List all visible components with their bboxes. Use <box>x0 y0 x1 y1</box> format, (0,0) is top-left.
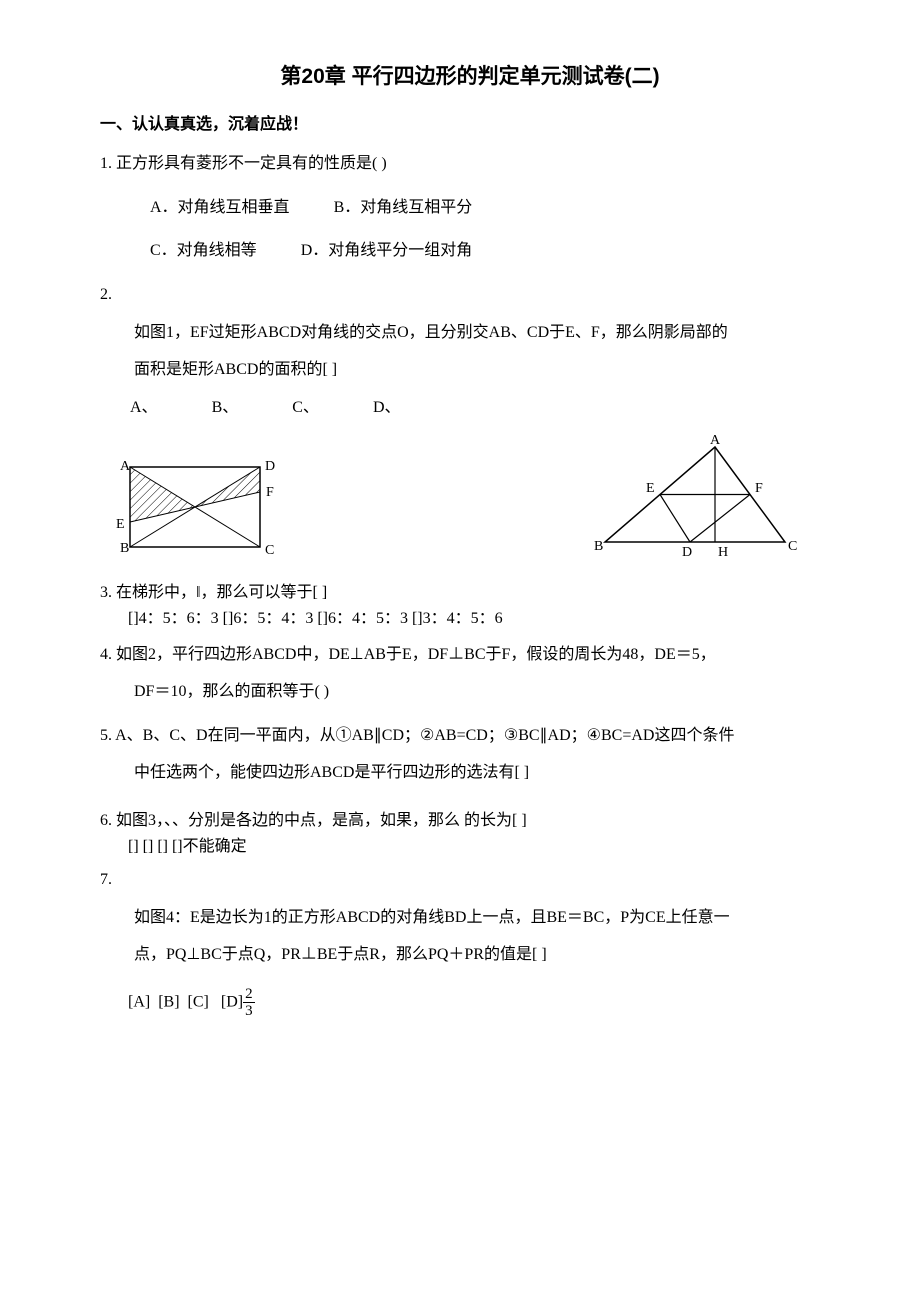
q7-fraction: 23 <box>243 986 255 1020</box>
q5-line1: 5. A、B、C、D在同一平面内，从①AB∥CD；②AB=CD；③BC∥AD；④… <box>100 723 840 749</box>
question-6: 6. 如图3，、、分別是各边的中点，是高，如果，那么 的长为[ ] [] [] … <box>100 808 840 859</box>
fig2-label-a: A <box>710 433 721 448</box>
q6-text: 6. 如图3，、、分別是各边的中点，是高，如果，那么 的长为[ ] <box>100 808 840 834</box>
q4-line1: 4. 如图2，平行四边形ABCD中，DE⊥AB于E，DF⊥BC于F，假设的周长为… <box>100 642 840 668</box>
question-5: 5. A、B、C、D在同一平面内，从①AB∥CD；②AB=CD；③BC∥AD；④… <box>100 723 840 786</box>
q3-text: 3. 在梯形中，‖，那么可以等于[ ] <box>100 580 840 606</box>
question-1: 1. 正方形具有菱形不一定具有的性质是( ) A．对角线互相垂直 B．对角线互相… <box>100 151 840 264</box>
fig1-label-f: F <box>266 485 274 500</box>
q7-opt-a: [A] <box>128 994 150 1011</box>
q5-line2: 中任选两个，能使四边形ABCD是平行四边形的选法有[ ] <box>100 760 840 786</box>
q7-line1: 如图4：E是边长为1的正方形ABCD的对角线BD上一点，且BE＝BC，P为CE上… <box>100 905 840 931</box>
fig1-label-b: B <box>120 541 129 556</box>
q2-opt-d: D、 <box>373 399 401 416</box>
fig1-label-e: E <box>116 517 125 532</box>
q2-options: A、 B、 C、 D、 <box>100 395 840 421</box>
fig1-label-c: C <box>265 543 274 558</box>
fig2-label-c: C <box>788 539 797 554</box>
question-3: 3. 在梯形中，‖，那么可以等于[ ] []4：5：6：3 []6：5：4：3 … <box>100 580 840 631</box>
q7-frac-num: 2 <box>243 986 255 1004</box>
question-4: 4. 如图2，平行四边形ABCD中，DE⊥AB于E，DF⊥BC于F，假设的周长为… <box>100 642 840 705</box>
q7-opt-c: [C] <box>188 994 209 1011</box>
q7-line2: 点，PQ⊥BC于点Q，PR⊥BE于点R，那么PQ＋PR的值是[ ] <box>100 942 840 968</box>
q4-line2: DF＝10，那么的面积等于( ) <box>100 679 840 705</box>
q3-options: []4：5：6：3 []6：5：4：3 []6：4：5：3 []3：4：5：6 <box>100 606 840 632</box>
q7-options: [A] [B] [C] [D]23 <box>100 986 840 1020</box>
q1-opt-c: C．对角线相等 <box>150 242 257 259</box>
figures-row: A D B C E F A B C E F D H <box>110 432 840 562</box>
fig2-label-d: D <box>682 545 692 560</box>
q2-line2: 面积是矩形ABCD的面积的[ ] <box>100 357 840 383</box>
figure-1: A D B C E F <box>110 452 280 562</box>
q1-options-row1: A．对角线互相垂直 B．对角线互相平分 <box>100 195 840 221</box>
figure-2: A B C E F D H <box>590 432 800 562</box>
section-heading: 一、认认真真选，沉着应战！ <box>100 112 840 138</box>
q1-opt-b: B．对角线互相平分 <box>334 199 473 216</box>
fig2-label-f: F <box>755 481 763 496</box>
q7-num: 7. <box>100 867 840 893</box>
q7-frac-den: 3 <box>243 1003 255 1020</box>
fig1-label-a: A <box>120 459 131 474</box>
q2-opt-c: C、 <box>292 399 319 416</box>
q1-text: 1. 正方形具有菱形不一定具有的性质是( ) <box>100 151 840 177</box>
q2-opt-a: A、 <box>130 399 158 416</box>
page-title: 第20章 平行四边形的判定单元测试卷(二) <box>100 60 840 94</box>
q6-options: [] [] [] []不能确定 <box>100 834 840 860</box>
fig2-label-e: E <box>646 481 655 496</box>
fig1-label-d: D <box>265 459 275 474</box>
q2-line1: 如图1，EF过矩形ABCD对角线的交点O，且分别交AB、CD于E、F，那么阴影局… <box>100 320 840 346</box>
question-2: 2. 如图1，EF过矩形ABCD对角线的交点O，且分别交AB、CD于E、F，那么… <box>100 282 840 420</box>
q1-opt-d: D．对角线平分一组对角 <box>301 242 473 259</box>
question-7: 7. 如图4：E是边长为1的正方形ABCD的对角线BD上一点，且BE＝BC，P为… <box>100 867 840 1020</box>
q7-opt-d: [D] <box>221 994 243 1011</box>
q2-opt-b: B、 <box>212 399 239 416</box>
q7-opt-b: [B] <box>158 994 179 1011</box>
fig2-label-b: B <box>594 539 603 554</box>
fig2-label-h: H <box>718 545 728 560</box>
q1-opt-a: A．对角线互相垂直 <box>150 199 290 216</box>
q2-num: 2. <box>100 282 840 308</box>
q1-options-row2: C．对角线相等 D．对角线平分一组对角 <box>100 238 840 264</box>
